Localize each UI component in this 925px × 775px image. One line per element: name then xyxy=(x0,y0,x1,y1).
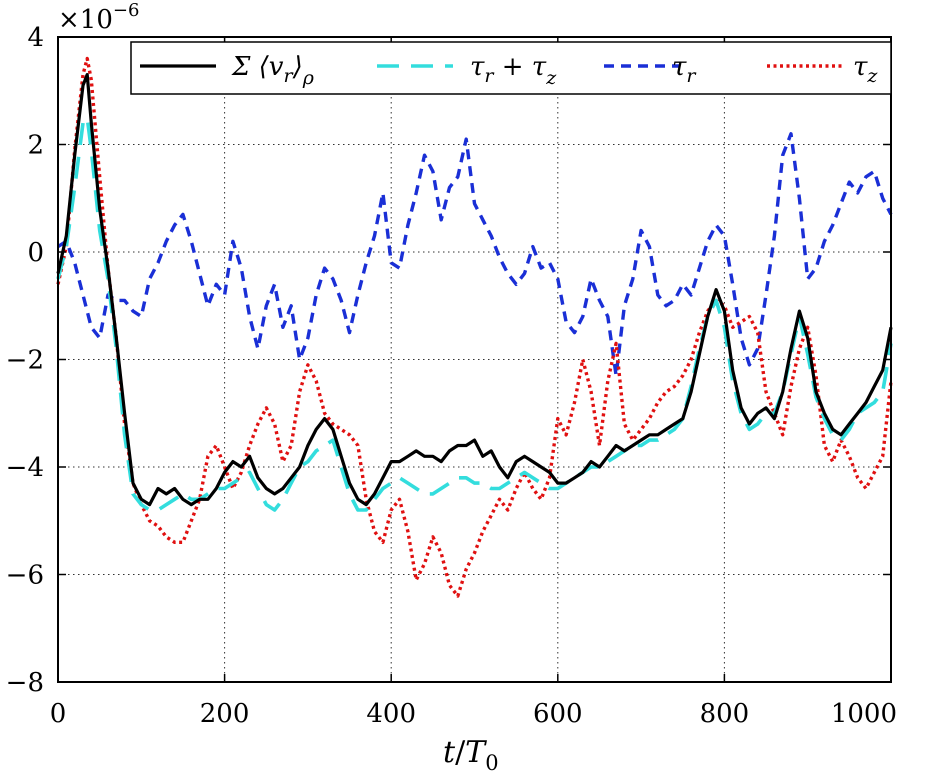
x-tick-label: 0 xyxy=(50,699,67,729)
series-layer xyxy=(56,56,893,598)
y-tick-label: −2 xyxy=(6,346,44,376)
series-line-0 xyxy=(56,73,893,507)
ticks xyxy=(57,36,892,683)
series-line-1 xyxy=(56,115,893,512)
x-tick-label: 1000 xyxy=(831,699,897,729)
x-tick-label: 800 xyxy=(700,699,750,729)
legend: Σ ⟨vr⟩ρ τr + τz τr τz xyxy=(130,41,892,95)
x-axis-label: t/T0 xyxy=(443,735,499,775)
legend-entries: Σ ⟨vr⟩ρ τr + τz τr τz xyxy=(140,52,878,89)
y-tick-label: 2 xyxy=(27,131,44,161)
y-tick-label: −6 xyxy=(6,561,44,591)
legend-label-2: τr xyxy=(672,52,697,87)
legend-label-0: Σ ⟨vr⟩ρ xyxy=(231,52,315,89)
x-tick-label: 600 xyxy=(533,699,583,729)
x-tick-label: 200 xyxy=(200,699,250,729)
grid xyxy=(58,37,891,682)
y-scale-factor: ×10−6 xyxy=(58,0,139,35)
y-tick-label: 0 xyxy=(27,238,44,268)
plot-frame xyxy=(57,36,892,683)
legend-label-3: τz xyxy=(853,52,878,87)
series-line-2 xyxy=(57,132,893,378)
x-tick-label: 400 xyxy=(366,699,416,729)
series-line-3 xyxy=(56,56,893,598)
y-tick-label: −4 xyxy=(6,453,44,483)
y-tick-label: 4 xyxy=(27,23,44,53)
legend-label-1: τr + τz xyxy=(470,52,557,89)
y-tick-label: −8 xyxy=(6,668,44,698)
tick-labels: 0 200 400 600 800 1000 −8 −6 −4 −2 0 2 4 xyxy=(6,23,897,729)
legend-box xyxy=(130,41,892,95)
